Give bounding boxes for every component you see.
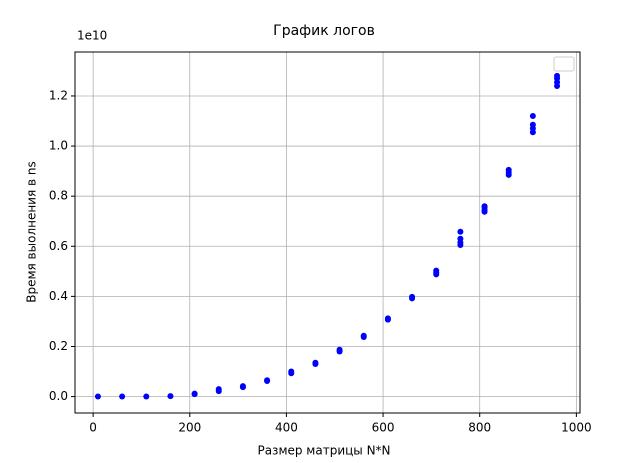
axes-frame (74, 51, 581, 414)
x-tick-label: 400 (275, 421, 298, 435)
point (264, 377, 271, 384)
chart-title: График логов (273, 23, 375, 39)
point (360, 332, 367, 339)
y-tick-label: 0.0 (49, 389, 68, 403)
x-tick-label: 200 (178, 421, 201, 435)
x-tick-label: 1000 (561, 421, 592, 435)
plot-area: 0 200 400 600 800 1000 0.0 0.2 0.4 0.6 0.8 1.0 1.2 (49, 51, 592, 435)
point (554, 72, 561, 79)
y-axis-label: Время выолнения в ns (25, 161, 39, 303)
x-tick-label: 800 (468, 421, 491, 435)
point (433, 267, 440, 274)
y-tick-label: 0.6 (49, 239, 68, 253)
point (457, 228, 464, 235)
point (336, 346, 343, 353)
point (239, 383, 246, 390)
point (457, 235, 464, 242)
point (312, 359, 319, 366)
point (384, 315, 391, 322)
y-tick-label: 0.4 (49, 289, 68, 303)
point (191, 390, 198, 397)
point (409, 293, 416, 300)
point (167, 393, 174, 400)
point (94, 393, 101, 400)
point (143, 393, 150, 400)
x-tick-label: 600 (372, 421, 395, 435)
point (215, 386, 222, 393)
point (481, 203, 488, 210)
point (529, 113, 536, 120)
legend-box (553, 56, 575, 72)
point (505, 166, 512, 173)
point (529, 121, 536, 128)
x-tick-label: 0 (89, 421, 97, 435)
point (288, 368, 295, 375)
x-axis-label: Размер матрицы N*N (257, 444, 390, 458)
y-tick-label: 1.2 (49, 88, 68, 102)
y-offset-label: 1e10 (77, 29, 107, 43)
y-tick-label: 1.0 (49, 139, 68, 153)
y-tick-label: 0.2 (49, 339, 68, 353)
point (119, 393, 126, 400)
y-tick-label: 0.8 (49, 189, 68, 203)
